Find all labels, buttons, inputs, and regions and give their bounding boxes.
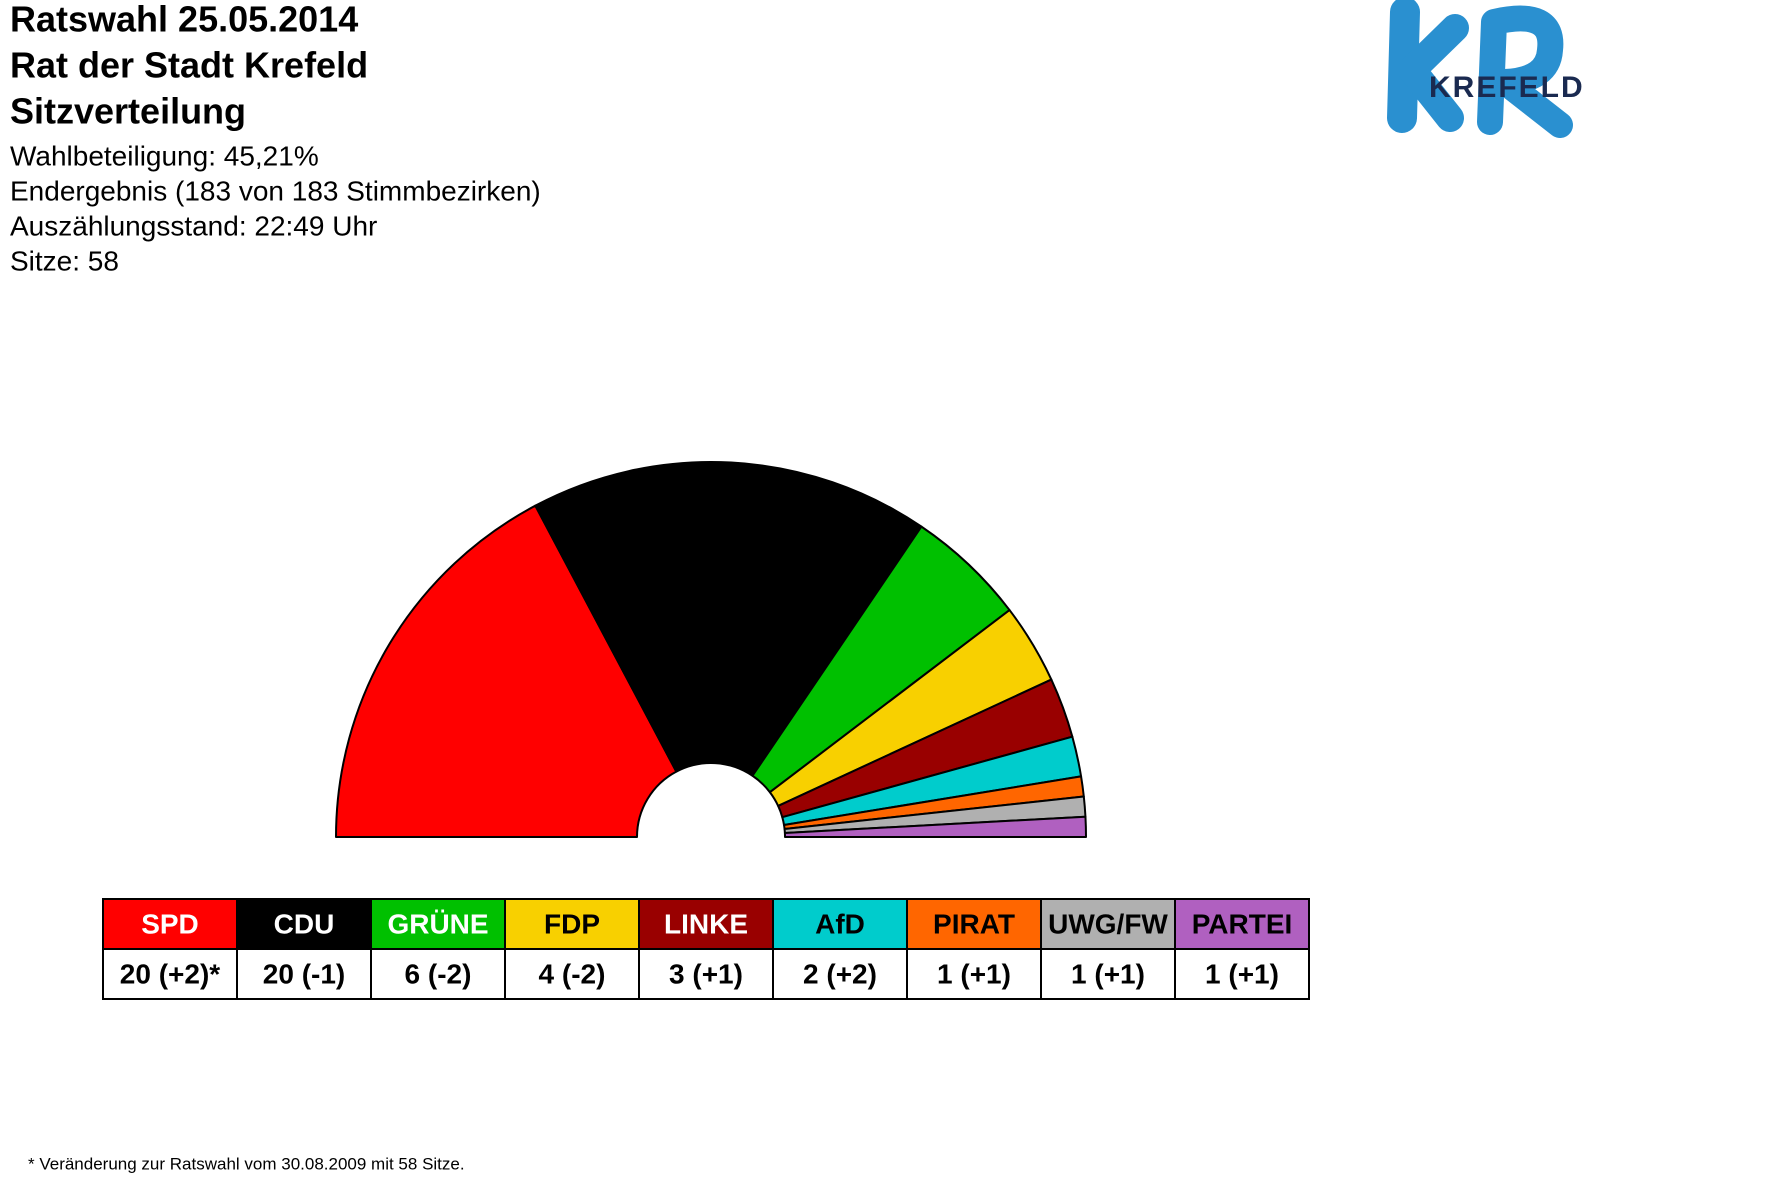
legend-label: GRÜNE xyxy=(387,908,488,939)
value-cell xyxy=(1040,948,1176,1000)
legend-label: AfD xyxy=(815,908,865,939)
sector xyxy=(534,461,923,777)
legend-cell xyxy=(504,898,640,950)
legend-label: FDP xyxy=(544,908,600,939)
value-label: 2 (+2) xyxy=(803,958,877,989)
value-label: 20 (-1) xyxy=(263,958,345,989)
legend-label: LINKE xyxy=(664,908,748,939)
value-label: 20 (+2)* xyxy=(120,958,220,989)
legend-label: PARTEI xyxy=(1192,908,1293,939)
value-cell xyxy=(102,948,238,1000)
logo-shape xyxy=(1398,14,1469,132)
sector xyxy=(783,815,1087,838)
info-line: Endergebnis (183 von 183 Stimmbezirken) xyxy=(10,175,541,206)
value-label: 3 (+1) xyxy=(669,958,743,989)
logo-shape xyxy=(1477,5,1573,138)
legend-label: UWG/FW xyxy=(1048,908,1168,939)
value-cell xyxy=(906,948,1042,1000)
value-label: 1 (+1) xyxy=(937,958,1011,989)
logo-text: KREFELD xyxy=(1429,71,1585,104)
info-line: Auszählungsstand: 22:49 Uhr xyxy=(10,210,377,241)
sector xyxy=(335,504,678,838)
legend-label: SPD xyxy=(141,908,199,939)
legend-label: CDU xyxy=(274,908,335,939)
legend-cell xyxy=(1040,898,1176,950)
value-cell xyxy=(638,948,774,1000)
logo xyxy=(1387,0,1573,138)
value-cell xyxy=(504,948,640,1000)
info-line: Sitze: 58 xyxy=(10,245,119,276)
info-line: Wahlbeteiligung: 45,21% xyxy=(10,140,319,171)
value-label: 1 (+1) xyxy=(1205,958,1279,989)
legend-label: PIRAT xyxy=(933,908,1015,939)
title-line: Rat der Stadt Krefeld xyxy=(10,45,368,86)
value-label: 6 (-2) xyxy=(405,958,472,989)
value-label: 4 (-2) xyxy=(539,958,606,989)
footnote: * Veränderung zur Ratswahl vom 30.08.200… xyxy=(28,1154,465,1173)
value-cell xyxy=(370,948,506,1000)
value-cell xyxy=(1174,948,1310,1000)
title-line: Ratswahl 25.05.2014 xyxy=(10,0,358,40)
value-label: 1 (+1) xyxy=(1071,958,1145,989)
title-line: Sitzverteilung xyxy=(10,91,246,132)
